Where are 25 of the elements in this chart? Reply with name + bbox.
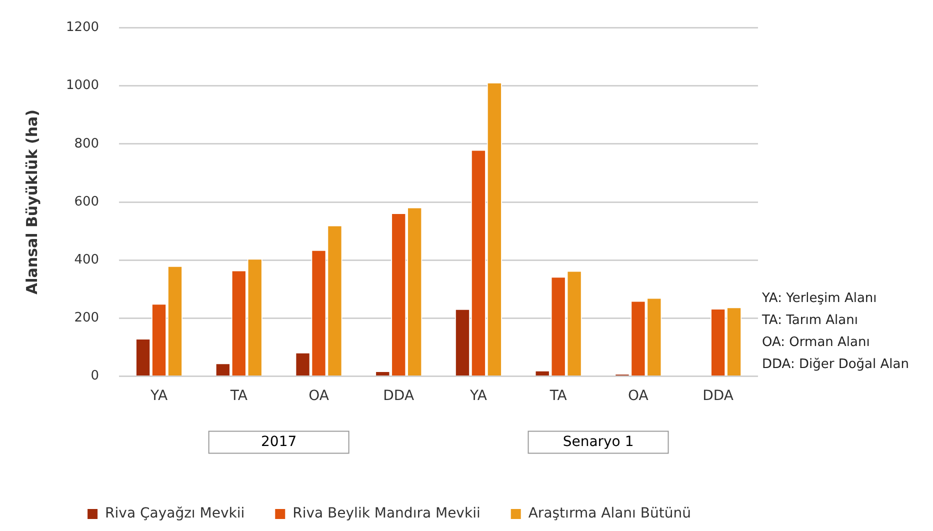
y-tick-label: 200 bbox=[74, 310, 100, 326]
text: Senaryo 1 bbox=[562, 434, 634, 450]
y-tick-label: 1000 bbox=[66, 78, 100, 94]
x-tick-label: DDA bbox=[383, 388, 414, 404]
y-tick-label: 800 bbox=[74, 136, 100, 152]
text: TA: Tarım Alanı bbox=[762, 312, 859, 330]
x-tick-label: OA bbox=[628, 388, 649, 404]
y-tick-label: 0 bbox=[90, 368, 100, 384]
x-tick-label: YA bbox=[468, 388, 488, 404]
x-tick-label: TA bbox=[229, 388, 248, 404]
text: 2017 bbox=[260, 434, 297, 450]
legend-label: Riva Beylik Mandıra Mevkii bbox=[292, 506, 480, 522]
x-tick-label: TA bbox=[548, 388, 568, 404]
x-tick-label: OA bbox=[308, 388, 330, 404]
y-tick-label: 400 bbox=[74, 252, 100, 268]
x-tick-label: YA bbox=[149, 388, 168, 404]
legend-label: Araştırma Alanı Bütünü bbox=[528, 506, 691, 522]
text: DDA: Diğer Doğal Alan bbox=[762, 356, 909, 374]
y-tick-label: 1200 bbox=[66, 20, 100, 36]
y-axis-title: Alansal Büyüklük (ha) bbox=[22, 109, 41, 295]
legend-label: Riva Çayağzı Mevkii bbox=[105, 506, 245, 522]
text: OA: Orman Alanı bbox=[762, 334, 871, 352]
x-tick-label: DDA bbox=[702, 388, 734, 404]
text: YA: Yerleşim Alanı bbox=[762, 290, 878, 308]
y-tick-label: 600 bbox=[74, 194, 100, 210]
